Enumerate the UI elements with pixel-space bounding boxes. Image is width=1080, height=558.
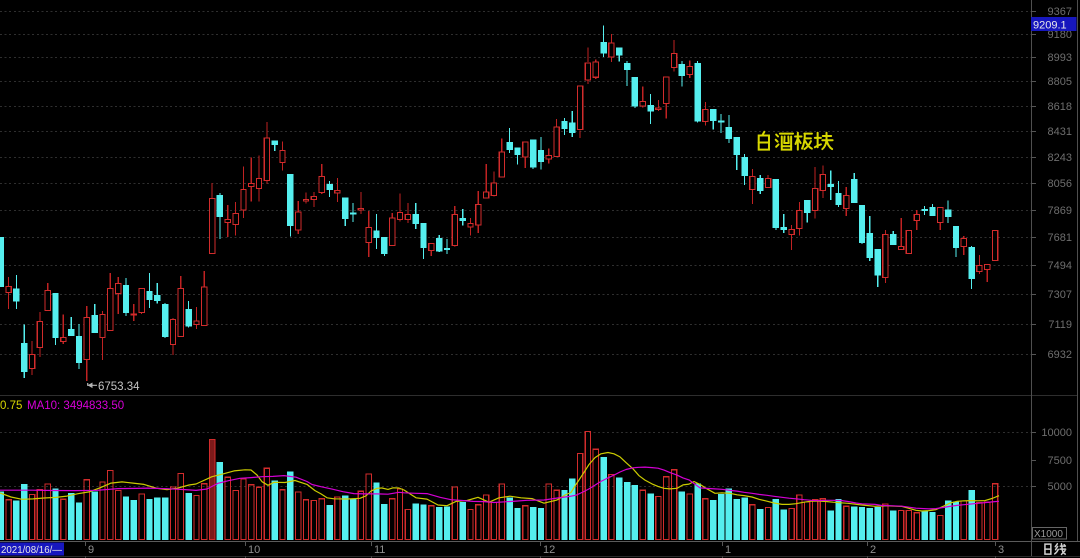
svg-text:5000: 5000	[1048, 481, 1072, 493]
svg-text:MA10: 3494833.50: MA10: 3494833.50	[27, 400, 124, 412]
svg-text:12: 12	[543, 544, 555, 556]
svg-text:7500: 7500	[1048, 455, 1072, 467]
svg-text:8805: 8805	[1048, 76, 1072, 88]
svg-text:0.75: 0.75	[0, 400, 22, 412]
svg-text:1: 1	[725, 544, 731, 556]
svg-text:8993: 8993	[1048, 52, 1072, 64]
svg-text:8431: 8431	[1048, 126, 1072, 138]
svg-text:2021/08/16/—: 2021/08/16/—	[1, 544, 62, 556]
svg-text:8243: 8243	[1048, 152, 1072, 164]
svg-text:9180: 9180	[1048, 29, 1072, 41]
svg-text:7681: 7681	[1048, 232, 1072, 244]
svg-text:7307: 7307	[1048, 289, 1072, 301]
svg-text:9367: 9367	[1048, 6, 1072, 18]
svg-text:9209.1: 9209.1	[1033, 20, 1067, 32]
svg-text:8056: 8056	[1048, 178, 1072, 190]
svg-text:10000: 10000	[1041, 427, 1072, 439]
svg-text:9: 9	[88, 544, 94, 556]
svg-text:X1000: X1000	[1034, 529, 1063, 540]
svg-text:6932: 6932	[1048, 349, 1072, 361]
svg-text:10: 10	[248, 544, 260, 556]
svg-text:11: 11	[374, 544, 385, 556]
svg-text:3: 3	[998, 544, 1004, 556]
svg-text:7494: 7494	[1048, 260, 1072, 272]
svg-text:8618: 8618	[1048, 101, 1072, 113]
svg-text:6753.34: 6753.34	[98, 381, 140, 393]
svg-text:7869: 7869	[1048, 205, 1072, 217]
svg-text:2: 2	[870, 544, 876, 556]
svg-text:7119: 7119	[1048, 319, 1072, 331]
